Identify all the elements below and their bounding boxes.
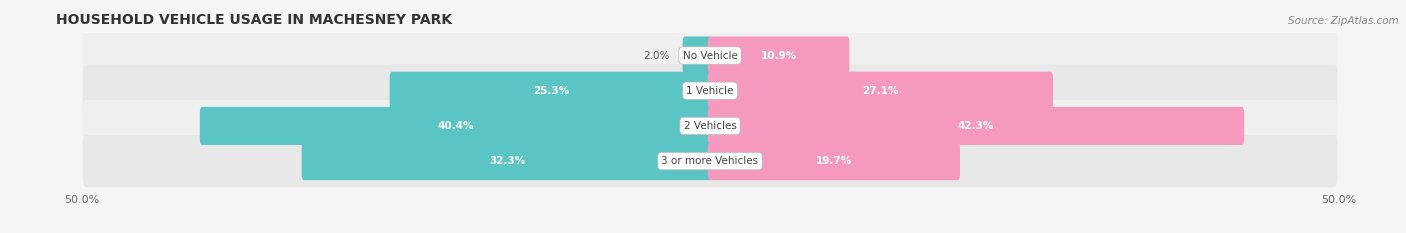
Text: 3 or more Vehicles: 3 or more Vehicles (661, 156, 759, 166)
Text: 2 Vehicles: 2 Vehicles (683, 121, 737, 131)
Text: Source: ZipAtlas.com: Source: ZipAtlas.com (1288, 16, 1399, 26)
Text: HOUSEHOLD VEHICLE USAGE IN MACHESNEY PARK: HOUSEHOLD VEHICLE USAGE IN MACHESNEY PAR… (56, 13, 453, 27)
FancyBboxPatch shape (83, 135, 1337, 187)
FancyBboxPatch shape (707, 37, 849, 75)
Text: 40.4%: 40.4% (437, 121, 474, 131)
FancyBboxPatch shape (389, 72, 713, 110)
FancyBboxPatch shape (200, 107, 713, 145)
Text: 27.1%: 27.1% (862, 86, 898, 96)
Text: 25.3%: 25.3% (533, 86, 569, 96)
FancyBboxPatch shape (683, 37, 713, 75)
FancyBboxPatch shape (302, 142, 713, 180)
FancyBboxPatch shape (83, 65, 1337, 117)
FancyBboxPatch shape (83, 29, 1337, 82)
FancyBboxPatch shape (707, 107, 1244, 145)
Text: 19.7%: 19.7% (815, 156, 852, 166)
Text: No Vehicle: No Vehicle (682, 51, 738, 61)
Text: 42.3%: 42.3% (957, 121, 994, 131)
Text: 10.9%: 10.9% (761, 51, 797, 61)
Text: 32.3%: 32.3% (489, 156, 524, 166)
FancyBboxPatch shape (707, 142, 960, 180)
Text: 2.0%: 2.0% (644, 51, 669, 61)
Text: 1 Vehicle: 1 Vehicle (686, 86, 734, 96)
FancyBboxPatch shape (83, 100, 1337, 152)
FancyBboxPatch shape (707, 72, 1053, 110)
